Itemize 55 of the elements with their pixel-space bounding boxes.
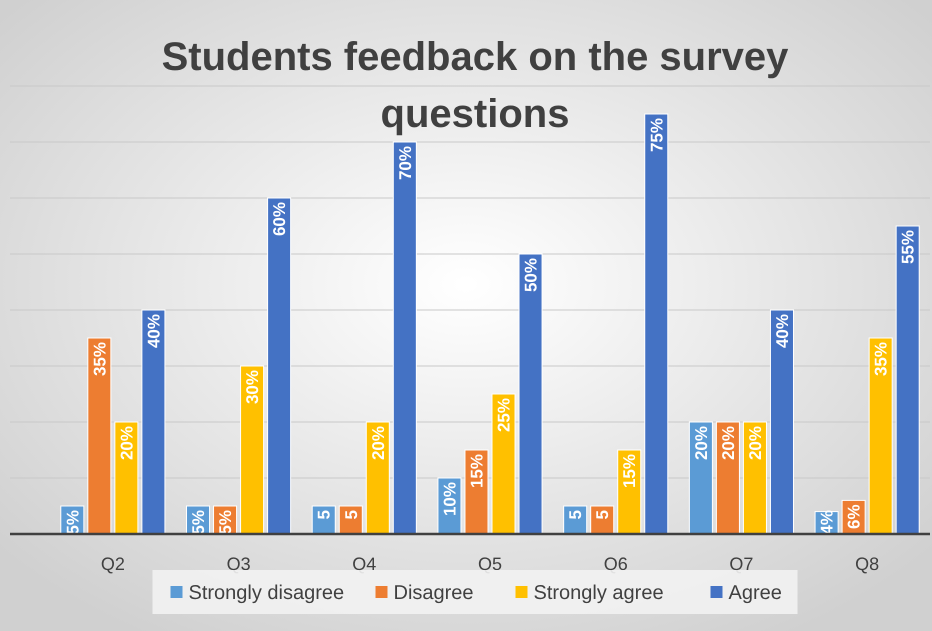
data-label: 15%: [620, 454, 640, 488]
legend-label: Disagree: [394, 582, 474, 604]
bar: [141, 310, 166, 534]
legend-entry: Disagree: [376, 582, 474, 604]
data-label: 25%: [494, 398, 514, 432]
x-tick-label: Q6: [604, 554, 628, 574]
data-label: 6%: [844, 504, 864, 529]
data-label: 35%: [872, 342, 891, 376]
bar: [87, 338, 112, 534]
data-label: 5: [342, 510, 361, 520]
data-label: 5%: [216, 510, 236, 535]
data-label: 10%: [440, 482, 460, 516]
data-label: 20%: [746, 426, 765, 460]
bar: [644, 114, 668, 534]
data-label: 5%: [63, 510, 82, 535]
bar: [366, 422, 390, 534]
data-label: 60%: [270, 202, 290, 236]
data-label: 5%: [189, 510, 208, 535]
bar: [688, 422, 713, 534]
bar: [868, 338, 893, 534]
bar: [492, 394, 516, 534]
bar: [742, 422, 767, 534]
x-tick-label: Q7: [729, 554, 754, 574]
data-label: 75%: [647, 118, 666, 152]
data-label: 35%: [90, 342, 110, 376]
data-label: 40%: [772, 314, 792, 348]
x-tick-label: Q5: [478, 554, 502, 574]
legend-entry: Strongly agree: [516, 582, 664, 604]
data-label: 20%: [692, 426, 711, 460]
data-label: 20%: [368, 426, 388, 460]
x-tick-label: Q2: [100, 554, 125, 574]
bar: [896, 226, 920, 534]
data-label: 5: [314, 510, 334, 520]
data-label: 5: [593, 510, 612, 520]
data-label: 55%: [898, 230, 918, 264]
data-label: 20%: [718, 426, 738, 460]
bar: [770, 310, 794, 534]
data-label: 70%: [396, 146, 415, 180]
bar: [267, 198, 292, 534]
bar: [392, 142, 417, 534]
bar: [240, 366, 264, 534]
bar: [716, 422, 740, 534]
legend-entry: Strongly disagree: [170, 582, 344, 604]
x-tick-label: Q8: [855, 554, 880, 574]
x-tick-label: Q4: [352, 554, 376, 574]
x-tick-label: Q3: [226, 554, 251, 574]
data-label: 15%: [467, 454, 486, 488]
data-label: 20%: [117, 426, 136, 460]
data-label: 50%: [522, 258, 541, 292]
data-label: 40%: [144, 314, 164, 348]
bar: [114, 422, 138, 534]
data-label: 5: [566, 510, 586, 520]
data-label: 30%: [243, 370, 262, 404]
bar: [518, 254, 543, 534]
legend-entry: Agree: [710, 582, 782, 604]
